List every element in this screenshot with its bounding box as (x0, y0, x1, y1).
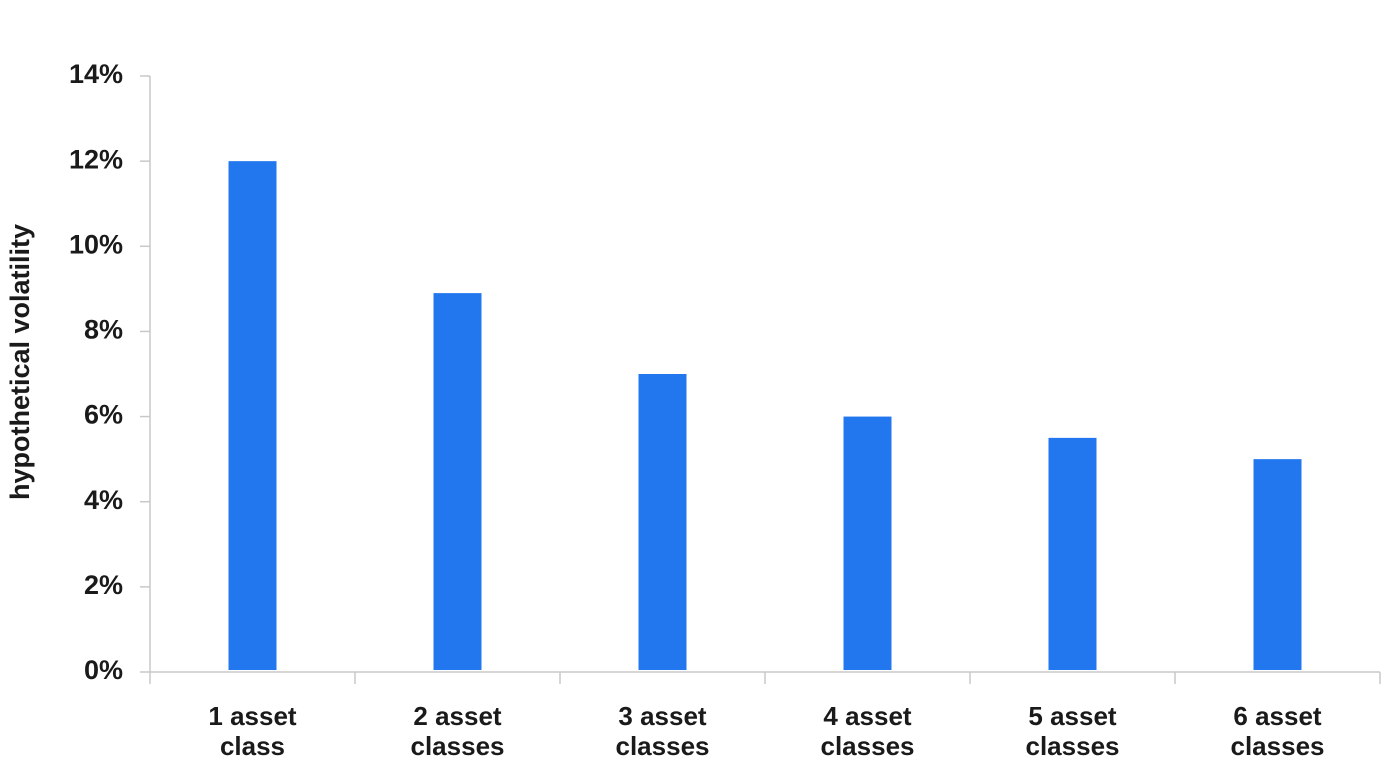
x-tick-label: 2 asset classes (410, 701, 505, 761)
y-tick-label: 8% (84, 315, 123, 345)
x-tick-label: 6 asset classes (1230, 701, 1325, 761)
bar (433, 293, 482, 670)
x-tick-label: 3 asset classes (615, 701, 710, 761)
bar (638, 374, 687, 670)
y-tick-label: 12% (69, 144, 123, 174)
y-tick-label: 6% (84, 400, 123, 430)
x-tick-label: 1 asset class (208, 701, 297, 761)
bar (1048, 437, 1097, 670)
x-tick-label: 5 asset classes (1025, 701, 1120, 761)
bar (843, 416, 892, 670)
y-tick-label: 2% (84, 570, 123, 600)
x-tick-label: 4 asset classes (820, 701, 915, 761)
y-tick-label: 4% (84, 485, 123, 515)
y-tick-label: 14% (69, 59, 123, 89)
y-axis-label: hypothetical volatility (5, 224, 35, 500)
y-tick-label: 10% (69, 229, 123, 259)
bar (228, 161, 277, 670)
y-tick-label: 0% (84, 655, 123, 685)
bar (1253, 459, 1302, 670)
